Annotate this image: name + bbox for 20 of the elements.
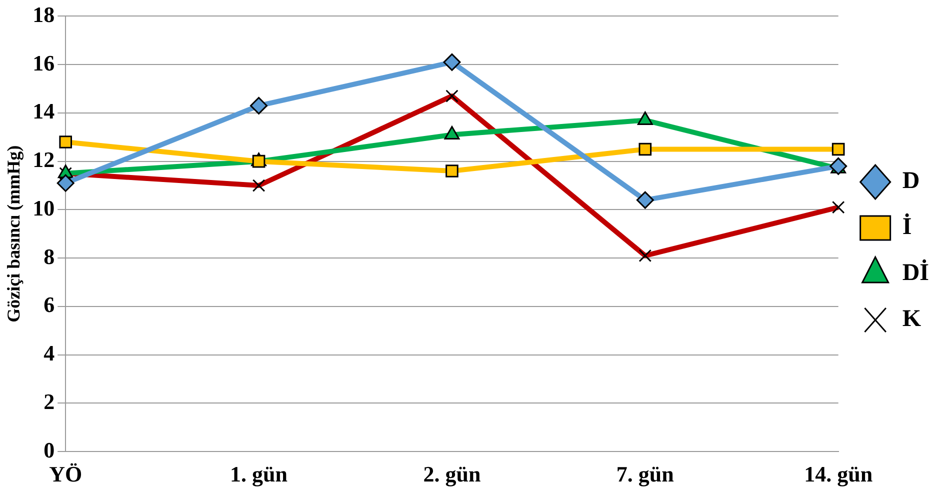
y-tick-label: 16 bbox=[32, 50, 55, 76]
y-tick-label: 14 bbox=[32, 98, 55, 124]
y-tick-label: 12 bbox=[32, 147, 55, 172]
y-tick-label: 6 bbox=[44, 292, 55, 318]
legend-label: İ bbox=[902, 213, 912, 240]
y-tick-label: 0 bbox=[44, 437, 55, 462]
y-axis-title: Göziçi basıncı (mmHg) bbox=[3, 145, 24, 322]
x-tick-label: 1. gün bbox=[230, 461, 288, 486]
x-tick-label: 2. gün bbox=[423, 461, 481, 486]
y-tick-label: 8 bbox=[44, 244, 55, 269]
y-tick-label: 4 bbox=[44, 340, 55, 366]
x-tick-label: YÖ bbox=[49, 461, 82, 486]
y-tick-label: 10 bbox=[32, 195, 55, 220]
legend-label: D bbox=[902, 168, 920, 194]
y-tick-label: 2 bbox=[44, 388, 55, 414]
legend-label: Dİ bbox=[902, 259, 929, 286]
x-tick-label: 7. gün bbox=[616, 461, 674, 486]
legend-label: K bbox=[902, 306, 922, 332]
x-tick-label: 14. gün bbox=[804, 461, 873, 486]
y-tick-label: 18 bbox=[32, 2, 55, 27]
